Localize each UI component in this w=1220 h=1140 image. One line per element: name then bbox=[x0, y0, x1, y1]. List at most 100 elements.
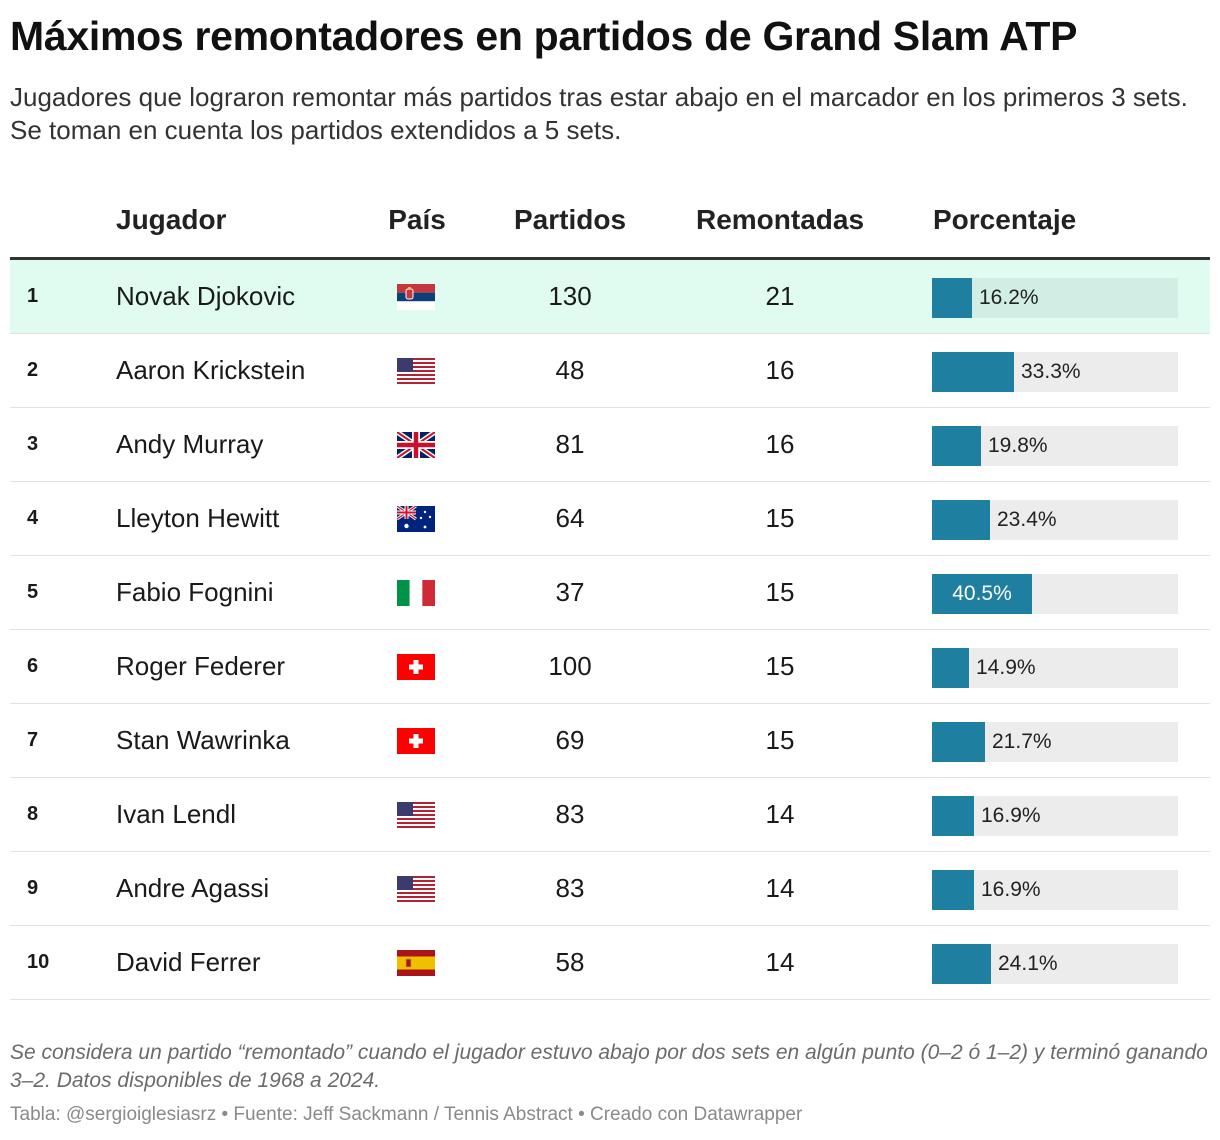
percentage-bar-track: 33.3% bbox=[932, 352, 1178, 392]
footnote: Se considera un partido “remontado” cuan… bbox=[10, 1041, 1208, 1092]
percentage-cell: 40.5% bbox=[932, 556, 1178, 629]
rank-cell: 6 bbox=[27, 655, 39, 677]
percentage-bar-track: 23.4% bbox=[932, 500, 1178, 540]
rank-cell: 3 bbox=[27, 433, 39, 455]
table-row: 1 Novak Djokovic 130 21 16.2% bbox=[10, 260, 1210, 334]
table-row: 6 Roger Federer 100 15 14.9% bbox=[10, 630, 1210, 704]
table-header: Jugador País Partidos Remontadas Porcent… bbox=[10, 192, 1210, 260]
uk-flag-icon bbox=[397, 431, 435, 458]
rank-cell: 7 bbox=[27, 729, 39, 751]
percentage-cell: 16.9% bbox=[932, 778, 1178, 851]
switzerland-flag-icon bbox=[397, 653, 435, 680]
percentage-bar bbox=[932, 426, 981, 466]
country-flag-cell bbox=[397, 260, 435, 333]
percentage-bar-track: 16.2% bbox=[932, 278, 1178, 318]
rank-cell: 9 bbox=[27, 877, 39, 899]
spain-flag-icon bbox=[397, 949, 435, 976]
country-flag-cell bbox=[397, 408, 435, 481]
table-row: 3 Andy Murray 81 16 19.8% bbox=[10, 408, 1210, 482]
country-flag-cell bbox=[397, 482, 435, 555]
percentage-bar-track: 40.5% bbox=[932, 574, 1178, 614]
percentage-label: 40.5% bbox=[952, 582, 1012, 605]
percentage-bar bbox=[932, 500, 990, 540]
table-body: 1 Novak Djokovic 130 21 16.2% 2 Aaron Krickste… bbox=[10, 260, 1210, 1000]
usa-flag-icon bbox=[397, 801, 435, 828]
country-flag-cell bbox=[397, 334, 435, 407]
credit-line: Tabla: @sergioiglesiasrz • Fuente: Jeff … bbox=[10, 1104, 803, 1125]
italy-flag-icon bbox=[397, 579, 435, 606]
percentage-bar bbox=[932, 870, 974, 910]
percentage-label: 16.2% bbox=[979, 286, 1039, 309]
comebacks-table: Jugador País Partidos Remontadas Porcent… bbox=[10, 192, 1210, 1000]
percentage-bar bbox=[932, 574, 1032, 614]
player-name: Aaron Krickstein bbox=[116, 355, 306, 385]
percentage-label: 21.7% bbox=[992, 730, 1052, 753]
percentage-label: 23.4% bbox=[997, 508, 1057, 531]
header-matches-label: Partidos bbox=[513, 204, 627, 235]
percentage-bar-track: 24.1% bbox=[932, 944, 1178, 984]
player-name: Ivan Lendl bbox=[116, 799, 236, 829]
percentage-label: 24.1% bbox=[998, 952, 1058, 975]
percentage-cell: 16.2% bbox=[932, 260, 1178, 333]
rank-cell: 8 bbox=[27, 803, 39, 825]
percentage-bar-track: 14.9% bbox=[932, 648, 1178, 688]
percentage-cell: 19.8% bbox=[932, 408, 1178, 481]
table-row: 5 Fabio Fognini 37 15 40.5% bbox=[10, 556, 1210, 630]
percentage-bar bbox=[932, 944, 991, 984]
table-row: 8 Ivan Lendl 83 14 16.9% bbox=[10, 778, 1210, 852]
country-flag-cell bbox=[397, 704, 435, 777]
player-name: Andre Agassi bbox=[116, 873, 270, 903]
player-name: Roger Federer bbox=[116, 651, 286, 681]
chart-title: Máximos remontadores en partidos de Gran… bbox=[10, 13, 1078, 59]
usa-flag-icon bbox=[397, 875, 435, 902]
usa-flag-icon bbox=[397, 357, 435, 384]
percentage-bar bbox=[932, 648, 969, 688]
percentage-label: 16.9% bbox=[981, 878, 1041, 901]
percentage-cell: 21.7% bbox=[932, 704, 1178, 777]
table-row: 9 Andre Agassi 83 14 16.9% bbox=[10, 852, 1210, 926]
percentage-bar bbox=[932, 352, 1014, 392]
player-name: Stan Wawrinka bbox=[116, 725, 290, 755]
percentage-cell: 16.9% bbox=[932, 852, 1178, 925]
rank-cell: 4 bbox=[27, 507, 39, 529]
player-name: Andy Murray bbox=[116, 429, 264, 459]
percentage-label: 16.9% bbox=[981, 804, 1041, 827]
player-name: David Ferrer bbox=[116, 947, 261, 977]
country-flag-cell bbox=[397, 556, 435, 629]
rank-cell: 10 bbox=[27, 951, 50, 973]
header-country-label: País bbox=[388, 204, 446, 235]
rank-cell: 1 bbox=[27, 285, 39, 307]
percentage-bar-track: 19.8% bbox=[932, 426, 1178, 466]
player-name: Lleyton Hewitt bbox=[116, 503, 280, 533]
chart-subtitle: Jugadores que lograron remontar más part… bbox=[10, 82, 1188, 145]
country-flag-cell bbox=[397, 778, 435, 851]
table-row: 4 Lleyton Hewitt 64 15 23.4% bbox=[10, 482, 1210, 556]
header-player: Jugador bbox=[116, 204, 227, 235]
table-row: 7 Stan Wawrinka 69 15 21.7% bbox=[10, 704, 1210, 778]
percentage-bar-track: 16.9% bbox=[932, 796, 1178, 836]
player-name: Fabio Fognini bbox=[116, 577, 274, 607]
percentage-bar bbox=[932, 722, 985, 762]
australia-flag-icon bbox=[397, 505, 435, 532]
percentage-cell: 23.4% bbox=[932, 482, 1178, 555]
country-flag-cell bbox=[397, 630, 435, 703]
rank-cell: 5 bbox=[27, 581, 39, 603]
country-flag-cell bbox=[397, 926, 435, 999]
percentage-label: 14.9% bbox=[976, 656, 1036, 679]
percentage-bar bbox=[932, 278, 972, 318]
header-comebacks-label: Remontadas bbox=[695, 204, 865, 235]
percentage-label: 19.8% bbox=[988, 434, 1048, 457]
percentage-bar-track: 16.9% bbox=[932, 870, 1178, 910]
serbia-flag-icon bbox=[397, 283, 435, 310]
player-name: Novak Djokovic bbox=[116, 281, 296, 311]
percentage-cell: 14.9% bbox=[932, 630, 1178, 703]
percentage-bar bbox=[932, 796, 974, 836]
percentage-label: 33.3% bbox=[1021, 360, 1081, 383]
table-row: 10 David Ferrer 58 14 24.1% bbox=[10, 926, 1210, 1000]
header-percentage: Porcentaje bbox=[933, 204, 1077, 235]
percentage-bar-track: 21.7% bbox=[932, 722, 1178, 762]
rank-cell: 2 bbox=[27, 359, 39, 381]
table-row: 2 Aaron Krickstein 48 16 33.3% bbox=[10, 334, 1210, 408]
country-flag-cell bbox=[397, 852, 435, 925]
percentage-cell: 24.1% bbox=[932, 926, 1178, 999]
